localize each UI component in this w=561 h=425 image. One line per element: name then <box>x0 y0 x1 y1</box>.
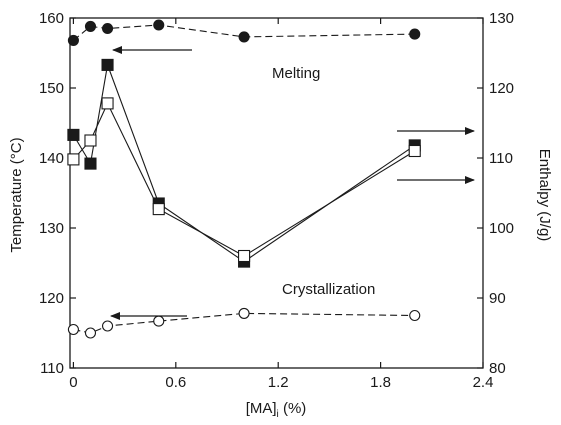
enthalpy-filled-point <box>101 58 114 71</box>
y-right-tick-label: 110 <box>489 150 513 167</box>
y-right-axis-title: Enthalpy (J/g) <box>536 149 553 242</box>
x-tick-label: 0 <box>69 374 77 391</box>
enthalpy-open-point <box>101 97 114 110</box>
crystallization-temperature-point <box>238 307 250 319</box>
crystallization-temperature-point <box>84 327 97 339</box>
x-tick-label: 1.2 <box>268 374 289 391</box>
y-left-axis-title: Temperature (°C) <box>8 137 25 252</box>
x-tick-label: 1.8 <box>370 374 391 391</box>
crystallization-temperature-point <box>101 320 114 332</box>
y-right-tick-label: 120 <box>489 80 514 97</box>
y-left-tick-label: 120 <box>39 290 64 307</box>
crystallization-temperature-point <box>153 315 165 327</box>
melting-temperature-point <box>238 31 250 43</box>
melting-temperature-point <box>101 22 114 35</box>
crystallization-temperature-point <box>67 323 79 336</box>
y-right-tick-label: 90 <box>489 290 506 307</box>
series-layer <box>67 19 421 339</box>
enthalpy-open-point <box>238 249 251 263</box>
enthalpy-open-point <box>408 144 421 158</box>
annotation-crystallization: Crystallization <box>282 281 375 298</box>
tick-layer: 0 0.6 1.2 1.8 2.4 110 120 130 140 150 160 80 90 100 11… <box>39 10 514 391</box>
x-axis-title: [MA]i (%) <box>246 400 307 420</box>
plot-frame <box>69 17 484 369</box>
x-axis-title-units: (%) <box>279 400 307 417</box>
y-right-tick-label: 100 <box>489 220 514 237</box>
crystallization-temperature-point <box>409 309 421 322</box>
x-axis-title-subscript: i <box>277 409 279 420</box>
y-right-tick-label: 80 <box>489 360 506 377</box>
y-left-tick-label: 110 <box>40 360 64 377</box>
arrow-layer <box>110 46 475 320</box>
y-left-tick-label: 160 <box>39 10 64 27</box>
filled-square-series-line <box>72 62 416 263</box>
x-axis-title-main: [MA] <box>246 400 277 417</box>
enthalpy-filled-point <box>84 157 97 170</box>
melting-temperature-point <box>153 19 165 31</box>
enthalpy-open-point <box>67 153 80 166</box>
y-left-tick-label: 150 <box>39 80 64 97</box>
enthalpy-open-point <box>152 203 165 216</box>
x-tick-label: 0.6 <box>165 374 186 391</box>
melting-temperature-point <box>67 34 79 46</box>
y-right-tick-label: 130 <box>489 10 514 27</box>
x-tick-label: 2.4 <box>473 374 494 391</box>
melting-temperature-point <box>409 28 421 40</box>
enthalpy-open-point <box>84 134 97 147</box>
y-left-tick-label: 130 <box>39 220 64 237</box>
y-left-tick-label: 140 <box>39 150 64 167</box>
enthalpy-filled-point <box>67 128 80 141</box>
annotation-melting: Melting <box>272 65 320 82</box>
melting-temperature-point <box>84 20 97 32</box>
